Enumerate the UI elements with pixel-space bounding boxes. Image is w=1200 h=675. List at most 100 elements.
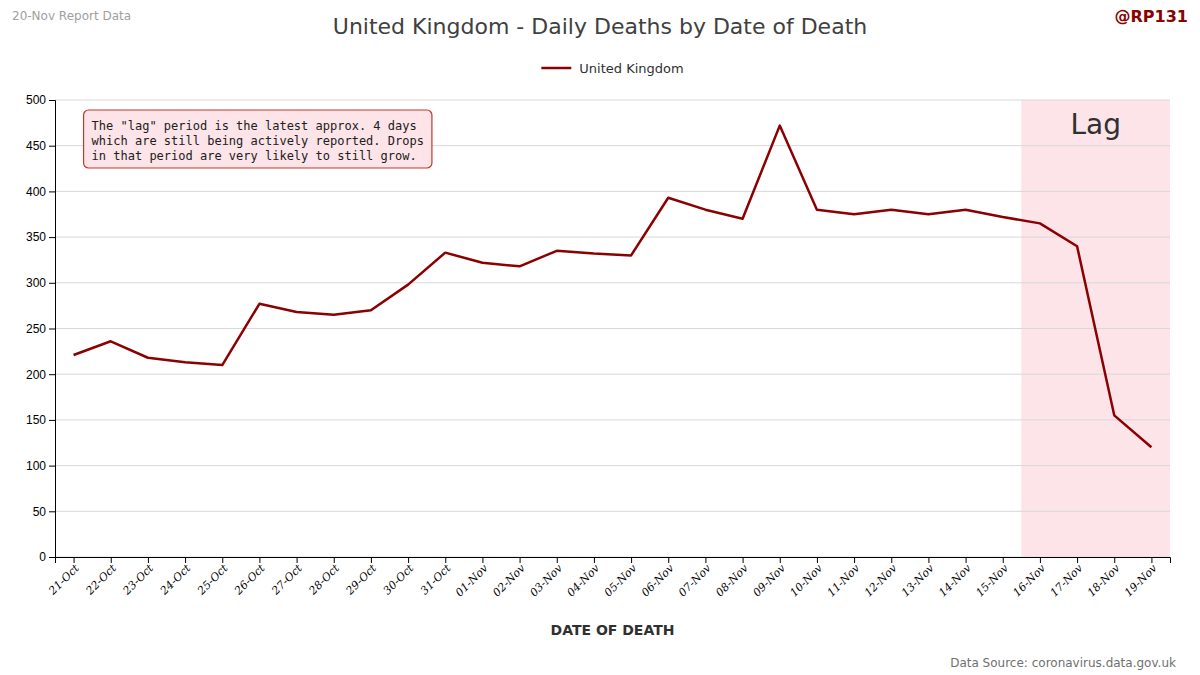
x-tick-label: 24-Oct xyxy=(157,561,194,598)
grid-line xyxy=(55,282,1170,283)
y-tick: 400 xyxy=(26,185,55,199)
x-tick-mark xyxy=(408,557,409,563)
x-tick-mark xyxy=(817,557,818,563)
legend: United Kingdom xyxy=(541,61,683,76)
x-tick-mark xyxy=(966,557,967,563)
y-tick-label: 150 xyxy=(26,413,46,427)
x-tick: 15-Nov xyxy=(973,557,1011,599)
y-tick: 100 xyxy=(26,459,55,473)
x-tick: 24-Oct xyxy=(157,557,194,598)
x-tick: 28-Oct xyxy=(306,557,343,598)
x-tick: 29-Oct xyxy=(343,557,380,598)
credit: @RP131 xyxy=(1115,7,1188,26)
x-tick: 13-Nov xyxy=(899,557,937,599)
x-tick-mark xyxy=(557,557,558,563)
x-axis-line xyxy=(56,558,1171,564)
y-tick-mark xyxy=(49,237,55,238)
y-tick-mark xyxy=(49,146,55,147)
x-tick-label: 25-Oct xyxy=(194,561,231,598)
chart: United Kingdom - Daily Deaths by Date of… xyxy=(0,0,1200,675)
x-tick: 02-Nov xyxy=(490,557,528,599)
x-tick: 27-Oct xyxy=(268,557,305,598)
y-tick: 200 xyxy=(26,368,55,382)
x-tick-label: 07-Nov xyxy=(676,561,714,599)
x-tick: 30-Oct xyxy=(381,557,417,597)
x-tick: 07-Nov xyxy=(676,557,714,599)
x-tick-mark xyxy=(185,557,186,563)
x-tick: 10-Nov xyxy=(788,557,826,599)
x-axis-title: DATE OF DEATH xyxy=(551,622,675,638)
x-axis: 21-Oct22-Oct23-Oct24-Oct25-Oct26-Oct27-O… xyxy=(45,557,1170,599)
x-tick-label: 21-Oct xyxy=(45,561,82,598)
x-tick-label: 27-Oct xyxy=(268,561,305,598)
x-tick: 12-Nov xyxy=(862,557,900,599)
grid-line xyxy=(55,100,1170,101)
x-tick-label: 08-Nov xyxy=(713,561,751,599)
y-tick-label: 50 xyxy=(33,505,47,519)
x-tick-mark xyxy=(928,557,929,563)
x-tick-mark xyxy=(445,557,446,563)
line xyxy=(74,126,1152,448)
x-tick: 06-Nov xyxy=(639,557,677,599)
x-tick: 23-Oct xyxy=(120,557,157,598)
x-tick-mark xyxy=(1114,557,1115,563)
x-tick: 22-Oct xyxy=(83,557,120,598)
x-tick-mark xyxy=(780,557,781,563)
y-axis-line xyxy=(49,101,56,558)
y-tick-label: 250 xyxy=(26,322,46,336)
x-tick-label: 18-Nov xyxy=(1085,561,1123,599)
x-tick-label: 06-Nov xyxy=(639,561,677,599)
x-tick-mark xyxy=(1040,557,1041,563)
x-tick-mark xyxy=(297,557,298,563)
x-tick: 09-Nov xyxy=(750,557,788,599)
title: United Kingdom - Daily Deaths by Date of… xyxy=(333,14,867,39)
x-tick-label: 12-Nov xyxy=(862,561,900,599)
x-tick-mark xyxy=(111,557,112,563)
grid-line xyxy=(55,465,1170,466)
x-tick-mark xyxy=(705,557,706,563)
x-tick-mark xyxy=(222,557,223,563)
y-tick-mark xyxy=(49,466,55,467)
y-tick-label: 350 xyxy=(26,230,46,244)
y-tick-mark xyxy=(49,557,55,558)
x-tick-mark xyxy=(1003,557,1004,563)
x-tick-label: 19-Nov xyxy=(1122,561,1160,599)
x-tick-label: 26-Oct xyxy=(231,561,268,598)
plot: 05010015020025030035040045050021-Oct22-O… xyxy=(26,93,1171,599)
y-tick-label: 100 xyxy=(26,459,46,473)
x-tick-label: 30-Oct xyxy=(381,561,417,597)
x-tick-mark xyxy=(631,557,632,563)
y-tick: 150 xyxy=(26,413,55,427)
y-tick: 450 xyxy=(26,139,55,153)
x-tick-mark xyxy=(334,557,335,563)
x-tick-label: 28-Oct xyxy=(306,561,343,598)
y-tick-mark xyxy=(49,420,55,421)
x-tick-mark xyxy=(74,557,75,563)
x-tick-label: 31-Oct xyxy=(418,561,454,597)
x-tick: 11-Nov xyxy=(825,557,863,599)
y-tick-mark xyxy=(49,191,55,192)
x-tick-mark xyxy=(1151,557,1152,563)
grid-line xyxy=(55,191,1170,192)
x-tick-label: 10-Nov xyxy=(788,561,826,599)
grid-line xyxy=(55,374,1170,375)
y-tick-label: 200 xyxy=(26,368,46,382)
y-tick-mark xyxy=(49,329,55,330)
x-tick-label: 14-Nov xyxy=(936,561,974,599)
x-tick: 21-Oct xyxy=(45,557,82,598)
x-tick: 14-Nov xyxy=(936,557,974,599)
x-tick: 26-Oct xyxy=(231,557,268,598)
x-tick: 18-Nov xyxy=(1085,557,1123,599)
y-tick: 300 xyxy=(26,276,55,290)
x-tick-mark xyxy=(148,557,149,563)
y-tick: 50 xyxy=(33,505,55,519)
x-tick-mark xyxy=(520,557,521,563)
subtitle: 20-Nov Report Data xyxy=(12,9,131,23)
x-tick-mark xyxy=(743,557,744,563)
x-tick: 19-Nov xyxy=(1122,557,1160,599)
legend-item: United Kingdom xyxy=(541,61,683,76)
x-tick: 04-Nov xyxy=(565,557,603,599)
x-tick-mark xyxy=(482,557,483,563)
y-tick: 500 xyxy=(26,93,55,107)
y-tick-mark xyxy=(49,100,55,101)
